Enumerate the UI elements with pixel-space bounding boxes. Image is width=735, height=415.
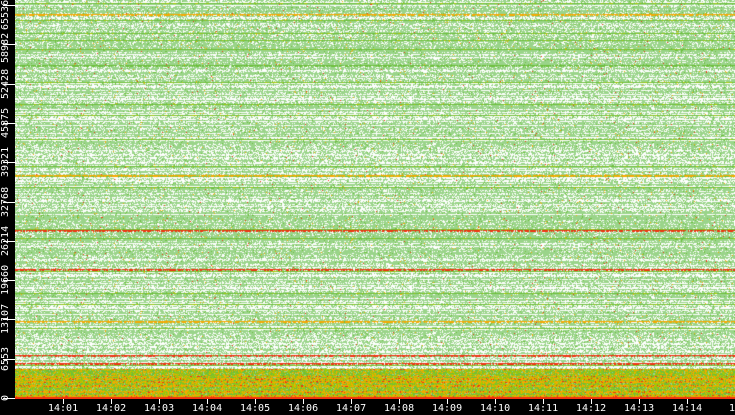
x-tick-label: 14:02 xyxy=(96,403,127,414)
x-tick-label: 14:05 xyxy=(240,403,271,414)
x-tick xyxy=(447,399,448,404)
x-tick xyxy=(399,399,400,404)
y-tick-label: 65536 xyxy=(0,0,11,30)
x-tick xyxy=(303,399,304,404)
y-axis: 0 6553 13107 19660 26214 32768 39321 45875 52428… xyxy=(0,0,15,415)
x-tick xyxy=(591,399,592,404)
y-tick-label: 0 xyxy=(0,394,11,401)
x-tick-label: 14:04 xyxy=(192,403,223,414)
x-tick-label: 14:08 xyxy=(384,403,415,414)
y-tick-label: 39321 xyxy=(0,147,11,178)
x-tick-label: 14:09 xyxy=(432,403,463,414)
x-tick xyxy=(207,399,208,404)
x-tick xyxy=(639,399,640,404)
y-tick-label: 32768 xyxy=(0,186,11,217)
x-tick xyxy=(495,399,496,404)
x-tick-label: 14:03 xyxy=(144,403,175,414)
x-tick xyxy=(351,399,352,404)
y-tick-label: 58982 xyxy=(0,32,11,63)
x-tick-label: 14:06 xyxy=(288,403,319,414)
y-tick xyxy=(3,240,15,242)
x-tick-label: 14:01 xyxy=(48,403,79,414)
heatmap-plot xyxy=(15,0,735,399)
y-tick xyxy=(3,5,15,6)
y-tick xyxy=(3,280,15,282)
x-tick-label: 14:14 xyxy=(672,403,703,414)
y-tick xyxy=(3,83,15,85)
x-tick xyxy=(111,399,112,404)
x-tick-label: 14:11 xyxy=(528,403,559,414)
y-tick-label: 52428 xyxy=(0,68,11,99)
y-tick-label: 45875 xyxy=(0,107,11,138)
y-tick xyxy=(3,201,15,203)
y-tick-label: 13107 xyxy=(0,304,11,335)
x-tick-label: 14:12 xyxy=(576,403,607,414)
x-tick xyxy=(63,399,64,404)
x-tick-label: 14:13 xyxy=(624,403,655,414)
x-axis: 14:01 14:02 14:03 14:04 14:05 14:06 14:07 14:08… xyxy=(15,399,735,415)
y-tick-label: 6553 xyxy=(0,346,11,371)
x-tick xyxy=(255,399,256,404)
x-tick xyxy=(687,399,688,404)
x-tick xyxy=(159,399,160,404)
x-tick-label: 14:07 xyxy=(336,403,367,414)
y-tick xyxy=(3,319,15,321)
y-tick xyxy=(3,162,15,164)
x-tick xyxy=(543,399,544,404)
y-tick xyxy=(3,44,15,46)
x-tick-label: 14:10 xyxy=(480,403,511,414)
y-tick xyxy=(3,358,15,360)
y-tick-label: 19660 xyxy=(0,264,11,296)
y-tick xyxy=(3,398,15,399)
y-tick xyxy=(3,122,15,124)
x-tick-label: 14 xyxy=(729,403,735,414)
y-tick-label: 26214 xyxy=(0,225,11,256)
